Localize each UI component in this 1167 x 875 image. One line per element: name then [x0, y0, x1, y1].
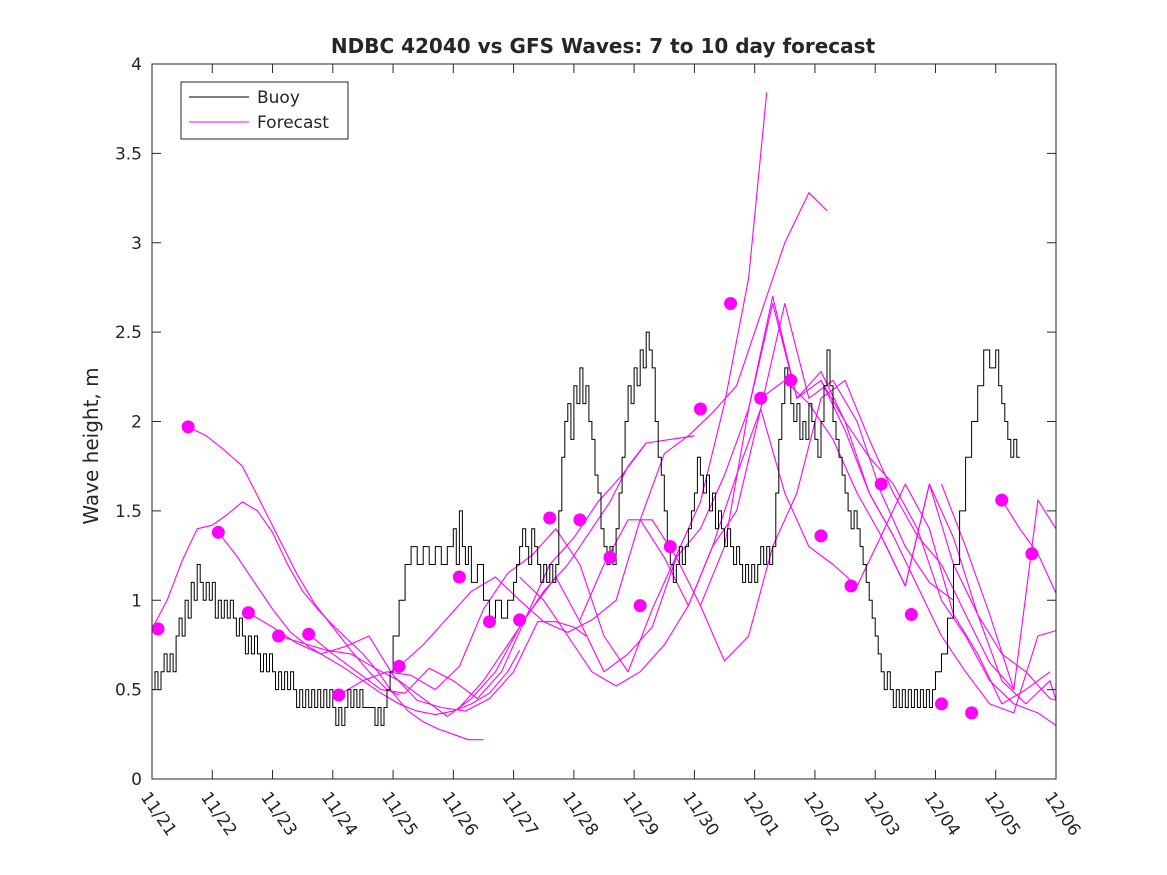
x-tick-label: 11/21 [136, 788, 180, 840]
forecast-line [217, 531, 521, 716]
forecast-marker [693, 402, 707, 416]
legend-buoy-label: Buoy [257, 88, 300, 108]
forecast-marker [482, 615, 496, 629]
forecast-line [699, 302, 1056, 726]
forecast-marker [724, 297, 738, 311]
x-tick-label: 11/27 [498, 788, 542, 840]
forecast-marker [211, 525, 225, 539]
chart-title: NDBC 42040 vs GFS Waves: 7 to 10 day for… [331, 34, 876, 58]
forecast-marker [844, 579, 858, 593]
y-tick-label: 1.5 [115, 502, 142, 522]
y-tick-label: 4 [131, 55, 142, 75]
x-tick-label: 11/22 [196, 788, 240, 840]
forecast-marker [241, 606, 255, 620]
forecast-marker [152, 622, 165, 636]
forecast-line [152, 501, 484, 741]
forecast-marker [543, 511, 557, 525]
forecast-marker [965, 706, 979, 720]
forecast-line [248, 612, 587, 712]
y-tick-label: 0.5 [115, 681, 142, 701]
forecast-marker [995, 493, 1009, 507]
legend-box [180, 81, 349, 140]
x-tick-label: 12/04 [919, 788, 963, 840]
forecast-line [579, 379, 1015, 690]
y-tick-label: 3.5 [115, 144, 142, 164]
forecast-line [820, 380, 1056, 714]
y-tick-label: 1 [131, 591, 142, 611]
y-tick-label: 2.5 [115, 323, 142, 343]
x-axis: 11/21 11/22 11/23 11/24 11/25 11/26 11/27 11/28… [136, 64, 1084, 840]
forecast-line [880, 483, 1056, 705]
buoy-line [152, 331, 1020, 726]
x-tick-label: 11/26 [437, 788, 481, 840]
x-tick-label: 12/02 [799, 788, 843, 840]
forecast-marker [663, 540, 677, 554]
x-tick-label: 11/30 [678, 788, 722, 840]
forecast-line [458, 295, 894, 708]
forecast-marker [1025, 547, 1039, 561]
forecast-line [639, 408, 1051, 705]
legend-forecast-label: Forecast [257, 113, 329, 133]
x-tick-label: 12/03 [859, 788, 903, 840]
forecast-marker [874, 477, 888, 491]
forecast-marker [452, 570, 466, 584]
forecast-line [940, 483, 1056, 691]
x-tick-label: 11/24 [317, 788, 361, 840]
forecast-marker [754, 391, 768, 405]
forecast-marker [392, 659, 406, 673]
forecast-line [519, 302, 954, 687]
forecast-marker [513, 613, 527, 627]
x-tick-label: 12/06 [1040, 788, 1084, 840]
x-tick-label: 11/23 [256, 788, 300, 840]
forecast-marker [784, 373, 798, 387]
forecast-line [278, 442, 647, 717]
x-tick-label: 11/25 [377, 788, 421, 840]
forecast-line [1001, 499, 1056, 594]
y-axis-label: Wave height, m [79, 367, 103, 524]
x-tick-label: 11/28 [558, 788, 602, 840]
y-axis: 0 0.5 1 1.5 2 2.5 3 3.5 4 [115, 55, 1056, 790]
x-tick-label: 11/29 [618, 788, 662, 840]
legend: Buoy Forecast [180, 81, 349, 140]
forecast-marker [332, 688, 346, 702]
y-tick-label: 0 [131, 770, 142, 790]
forecast-line [308, 435, 695, 700]
forecast-marker [573, 513, 587, 527]
forecast-line [338, 92, 768, 696]
forecast-marker [302, 627, 316, 641]
series-layer [152, 92, 1056, 741]
forecast-line [398, 192, 828, 667]
forecast-line [760, 379, 1056, 701]
y-tick-label: 2 [131, 413, 142, 433]
forecast-marker [633, 599, 647, 613]
forecast-marker [181, 420, 195, 434]
forecast-line [187, 426, 400, 696]
forecast-marker [272, 629, 286, 643]
forecast-marker [904, 608, 918, 622]
x-tick-label: 12/01 [739, 788, 783, 840]
forecast-marker [603, 550, 617, 564]
forecast-marker [934, 697, 948, 711]
forecast-marker [814, 529, 828, 543]
y-tick-label: 3 [131, 234, 142, 254]
x-tick-label: 12/05 [980, 788, 1024, 840]
